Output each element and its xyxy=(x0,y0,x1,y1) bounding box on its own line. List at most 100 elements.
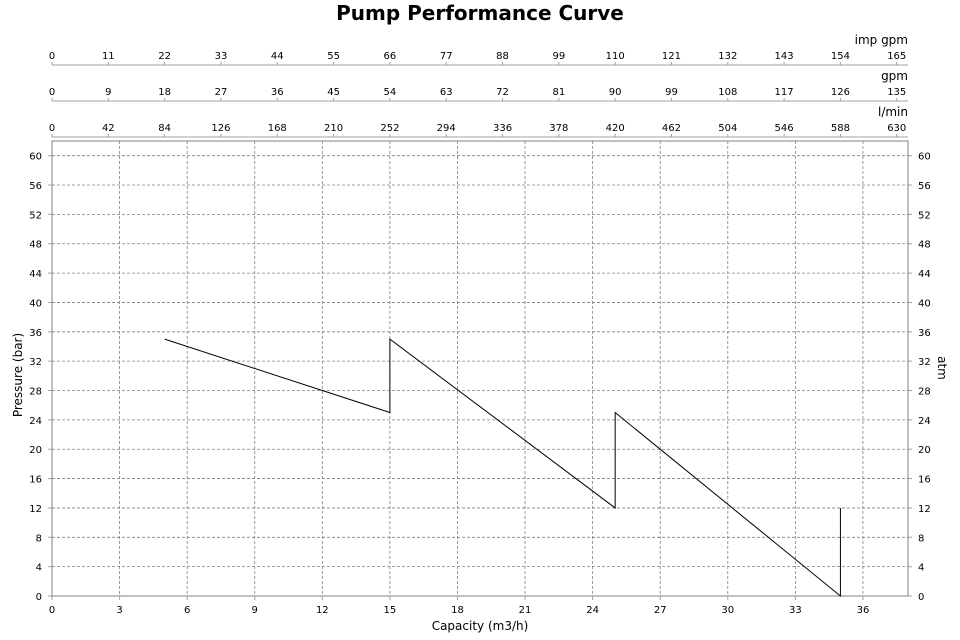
top-axis-tick-label: 72 xyxy=(496,87,509,98)
top-axis-tick-label: 294 xyxy=(437,123,456,134)
top-axis-tick-label: 55 xyxy=(327,51,340,62)
x-tick-label: 15 xyxy=(384,605,397,616)
top-axis-tick-label: 143 xyxy=(775,51,794,62)
top-axis-tick-label: 33 xyxy=(215,51,228,62)
top-axis-tick-label: 108 xyxy=(718,87,737,98)
top-axis-tick-label: 22 xyxy=(158,51,171,62)
top-axis-tick-label: 11 xyxy=(102,51,115,62)
y-tick-label: 24 xyxy=(29,416,42,427)
y-tick-label: 60 xyxy=(29,152,42,163)
x-tick-label: 18 xyxy=(451,605,464,616)
y2-tick-label: 44 xyxy=(918,269,931,280)
y2-tick-label: 24 xyxy=(918,416,931,427)
x-tick-label: 27 xyxy=(654,605,667,616)
y2-tick-label: 52 xyxy=(918,210,931,221)
top-axis-tick-label: 135 xyxy=(887,87,906,98)
x-tick-label: 36 xyxy=(857,605,870,616)
y-tick-label: 36 xyxy=(29,328,42,339)
top-axis-tick-label: 420 xyxy=(606,123,625,134)
y2-tick-label: 12 xyxy=(918,504,931,515)
x-axis-title: Capacity (m3/h) xyxy=(432,619,529,633)
y2-tick-label: 16 xyxy=(918,475,931,486)
top-axis-tick-label: 165 xyxy=(887,51,906,62)
top-axis-tick-label: 66 xyxy=(384,51,397,62)
top-axis-tick-label: 9 xyxy=(105,87,111,98)
y-tick-label: 12 xyxy=(29,504,42,515)
top-axis-tick-label: 588 xyxy=(831,123,850,134)
top-axis-tick-label: 126 xyxy=(211,123,230,134)
top-axis-tick-label: 168 xyxy=(268,123,287,134)
x-axis-bottom: 0 3 6 9 12 15 18 21 24 27 30 33 36 xyxy=(49,596,870,616)
y-tick-label: 28 xyxy=(29,387,42,398)
top-axis-tick-label: 132 xyxy=(718,51,737,62)
y2-tick-label: 20 xyxy=(918,445,931,456)
top-axis-tick-label: 27 xyxy=(215,87,228,98)
x-tick-label: 24 xyxy=(586,605,599,616)
top-axis-tick-label: 54 xyxy=(384,87,397,98)
x-tick-label: 0 xyxy=(49,605,55,616)
top-axis-tick-label: 36 xyxy=(271,87,284,98)
top-axis-tick-label: 0 xyxy=(49,87,55,98)
y-tick-label: 44 xyxy=(29,269,42,280)
top-axis-tick-label: 117 xyxy=(775,87,794,98)
x-tick-label: 9 xyxy=(252,605,258,616)
y2-tick-label: 4 xyxy=(918,563,924,574)
y-tick-label: 48 xyxy=(29,240,42,251)
top-axis-tick-label: 42 xyxy=(102,123,115,134)
top-axis-tick-label: 99 xyxy=(665,87,678,98)
top-axis-tick-label: 44 xyxy=(271,51,284,62)
top-axis-tick-label: 77 xyxy=(440,51,453,62)
x-tick-label: 3 xyxy=(116,605,122,616)
y2-tick-label: 36 xyxy=(918,328,931,339)
top-axis-tick-label: 0 xyxy=(49,51,55,62)
y-tick-label: 56 xyxy=(29,181,42,192)
y-axis-title: Pressure (bar) xyxy=(11,333,25,417)
top-axis-tick-label: 45 xyxy=(327,87,340,98)
y2-tick-label: 48 xyxy=(918,240,931,251)
top-axis-tick-label: 63 xyxy=(440,87,453,98)
top-axis-tick-label: 99 xyxy=(552,51,565,62)
top-axis-title: l/min xyxy=(878,105,908,119)
top-axis-tick-label: 630 xyxy=(887,123,906,134)
y-tick-label: 16 xyxy=(29,475,42,486)
y2-axis-title: atm xyxy=(935,356,949,380)
top-axis-title: gpm xyxy=(881,69,908,83)
series-layer xyxy=(164,338,841,598)
series-line xyxy=(164,338,841,598)
grid-lines xyxy=(52,141,908,596)
top-axes: imp gpm 0 11 22 33 44 55 66 77 88 99 110 121 132 143 15… xyxy=(49,33,908,138)
top-axis-tick-label: 90 xyxy=(609,87,622,98)
x-tick-label: 33 xyxy=(789,605,802,616)
top-axis-tick-label: 0 xyxy=(49,123,55,134)
top-axis-tick-label: 462 xyxy=(662,123,681,134)
top-axis-title: imp gpm xyxy=(855,33,908,47)
top-axis-tick-label: 336 xyxy=(493,123,512,134)
top-axis-tick-label: 546 xyxy=(775,123,794,134)
y2-tick-label: 8 xyxy=(918,533,924,544)
top-axis-tick-label: 210 xyxy=(324,123,343,134)
y-tick-label: 32 xyxy=(29,357,42,368)
y-tick-label: 20 xyxy=(29,445,42,456)
top-axis-tick-label: 378 xyxy=(549,123,568,134)
plot-area xyxy=(51,140,909,597)
y2-tick-label: 56 xyxy=(918,181,931,192)
top-axis-tick-label: 18 xyxy=(158,87,171,98)
y-tick-label: 4 xyxy=(36,563,42,574)
x-tick-label: 6 xyxy=(184,605,190,616)
y-tick-label: 52 xyxy=(29,210,42,221)
top-axis-tick-label: 154 xyxy=(831,51,850,62)
y-tick-label: 40 xyxy=(29,298,42,309)
y2-tick-label: 28 xyxy=(918,387,931,398)
top-axis-tick-label: 121 xyxy=(662,51,681,62)
y-tick-label: 0 xyxy=(36,592,42,603)
y2-tick-label: 60 xyxy=(918,152,931,163)
y2-tick-label: 0 xyxy=(918,592,924,603)
x-tick-label: 30 xyxy=(721,605,734,616)
y2-tick-label: 40 xyxy=(918,298,931,309)
top-axis-tick-label: 126 xyxy=(831,87,850,98)
top-axis-tick-label: 110 xyxy=(606,51,625,62)
top-axis-tick-label: 252 xyxy=(380,123,399,134)
